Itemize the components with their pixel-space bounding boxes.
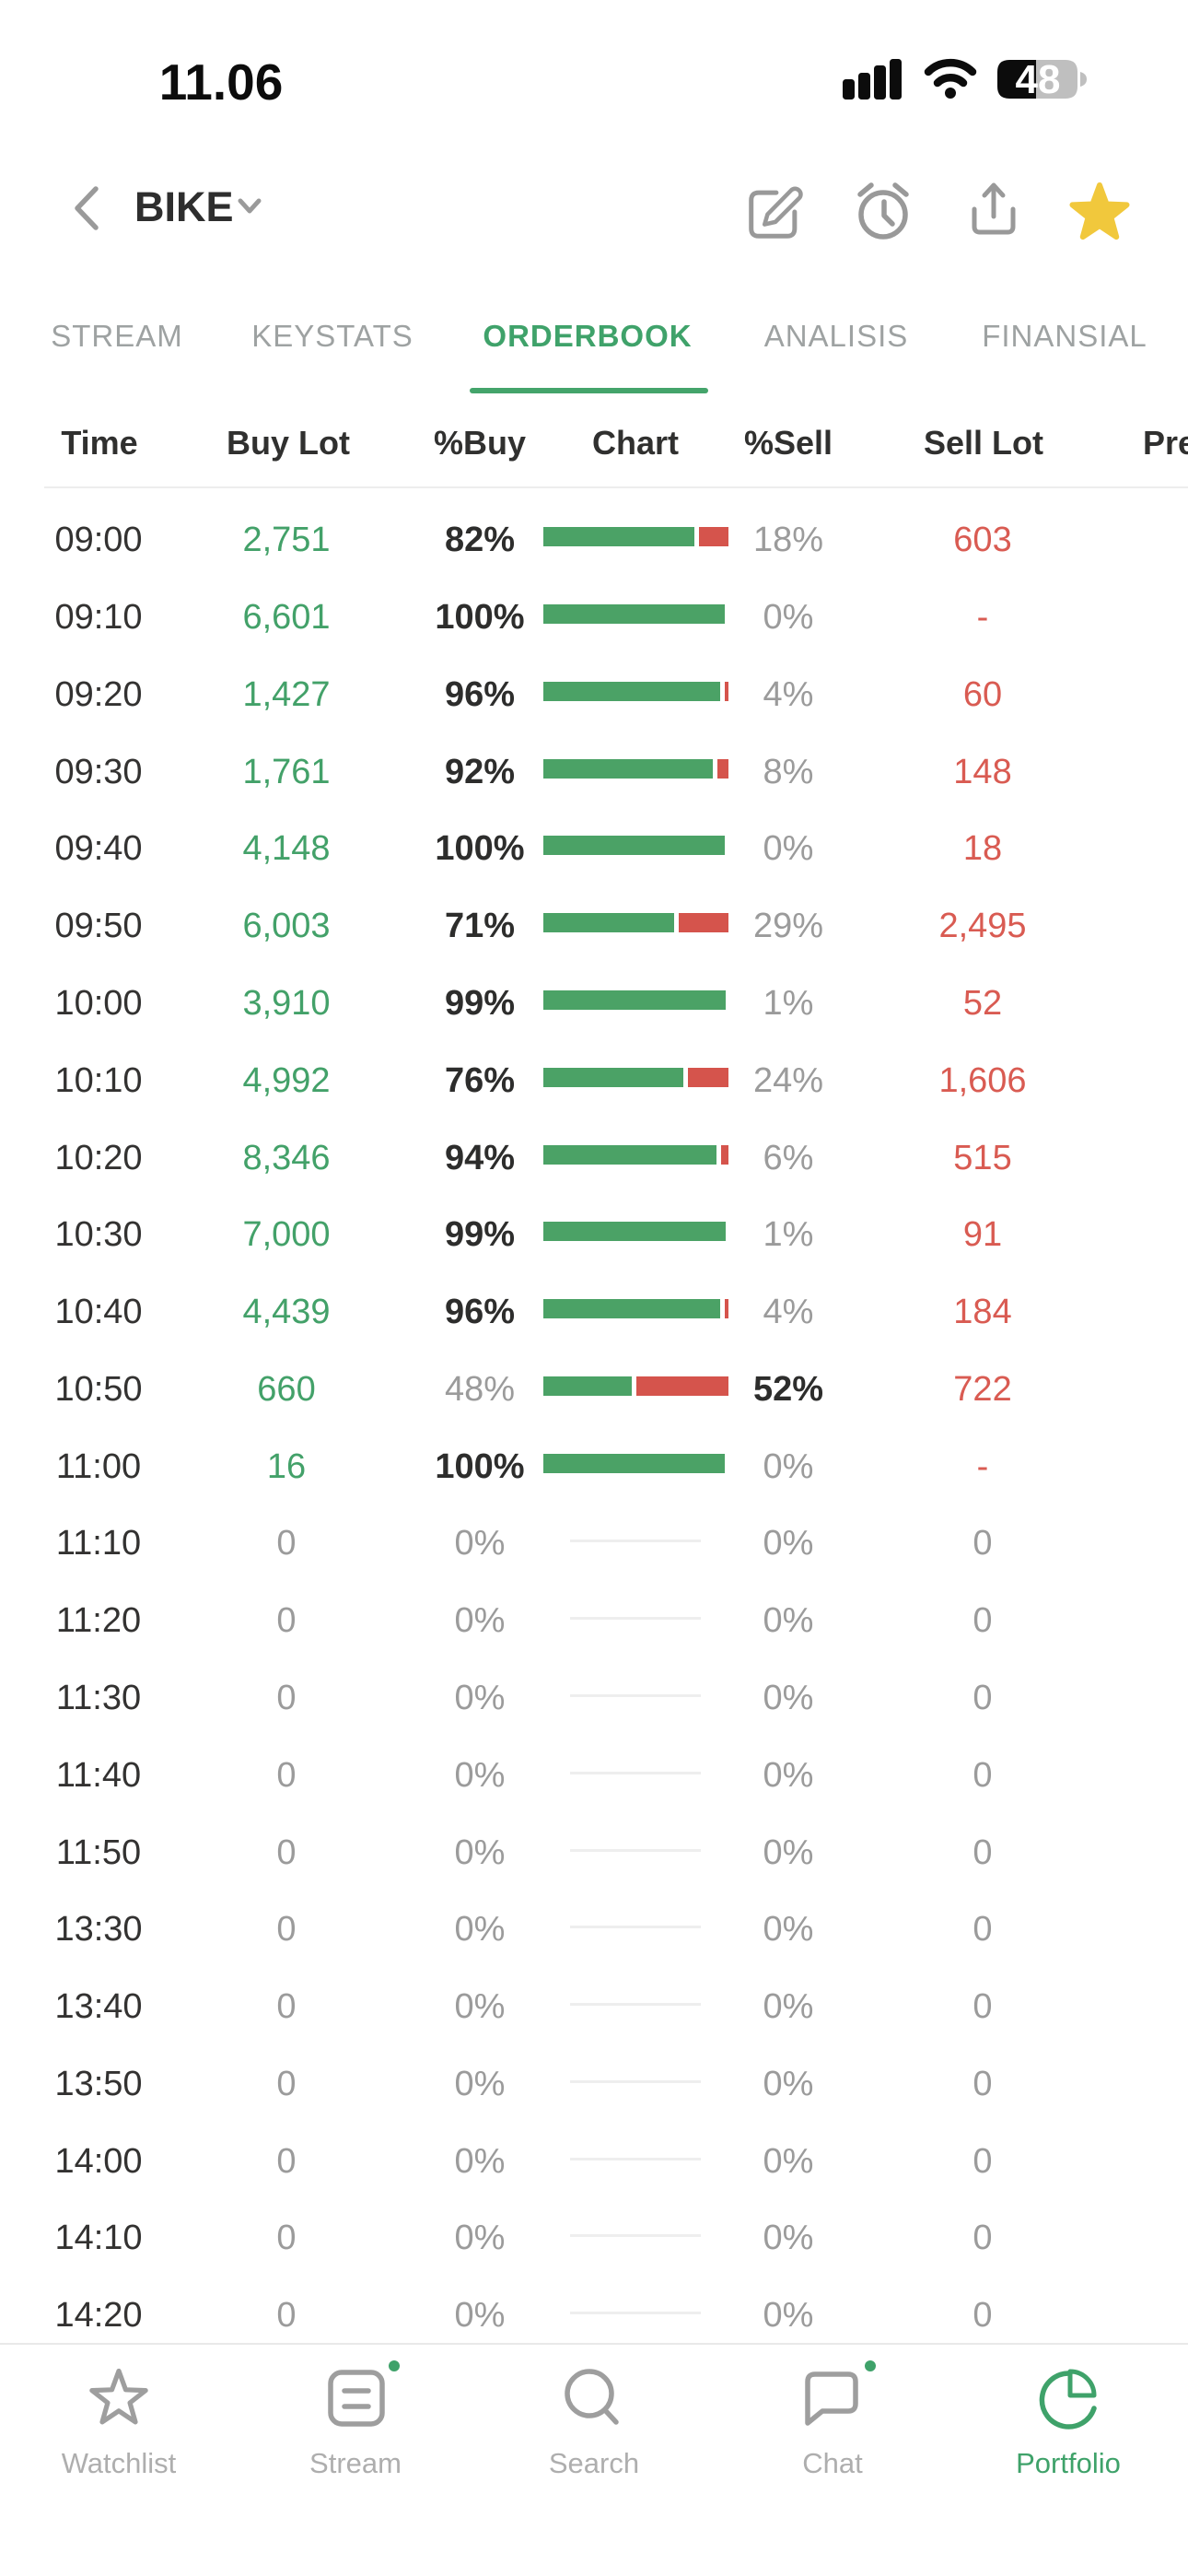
svg-text:48: 48 <box>1016 57 1061 102</box>
